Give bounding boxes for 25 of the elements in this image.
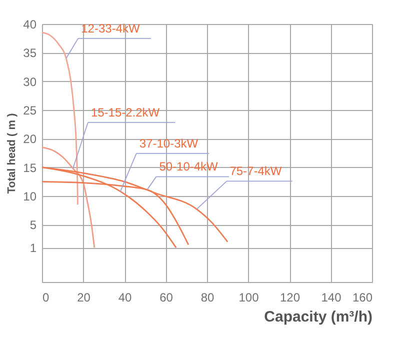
y-tick-label: 35 (23, 46, 37, 60)
y-tick-label: 1 (30, 241, 37, 256)
x-tick-label: 100 (238, 290, 260, 304)
annotation: 12-33-4kW (81, 21, 140, 36)
x-axis-title: Capacity (m³/h) (264, 308, 372, 326)
y-tick-label: 30 (23, 74, 37, 89)
y-tick-label: 25 (23, 104, 37, 118)
x-tick-label: 60 (160, 290, 174, 304)
x-tick-label: 160 (352, 290, 373, 304)
x-tick-label: 20 (77, 290, 91, 304)
y-tick-label: 20 (23, 132, 37, 146)
x-tick-label: 40 (118, 290, 132, 304)
x-tick-label: 120 (280, 290, 300, 304)
annotation: 37-10-3kW (139, 136, 199, 150)
y-tick-label: 10 (23, 190, 37, 204)
annotation: 15-15-2.2kW (90, 105, 160, 120)
x-tick-label: 140 (321, 290, 342, 304)
annotation: 75-7-4kW (230, 164, 282, 178)
y-tick-label: 5 (30, 218, 37, 232)
x-tick-label: 80 (200, 290, 214, 304)
y-axis-title: Total head ( m ) (6, 112, 18, 194)
y-tick-label: 40 (23, 18, 37, 32)
y-tick-label: 15 (23, 160, 37, 175)
annotation: 50-10-4kW (159, 160, 219, 174)
x-tick-label: 0 (42, 290, 50, 304)
